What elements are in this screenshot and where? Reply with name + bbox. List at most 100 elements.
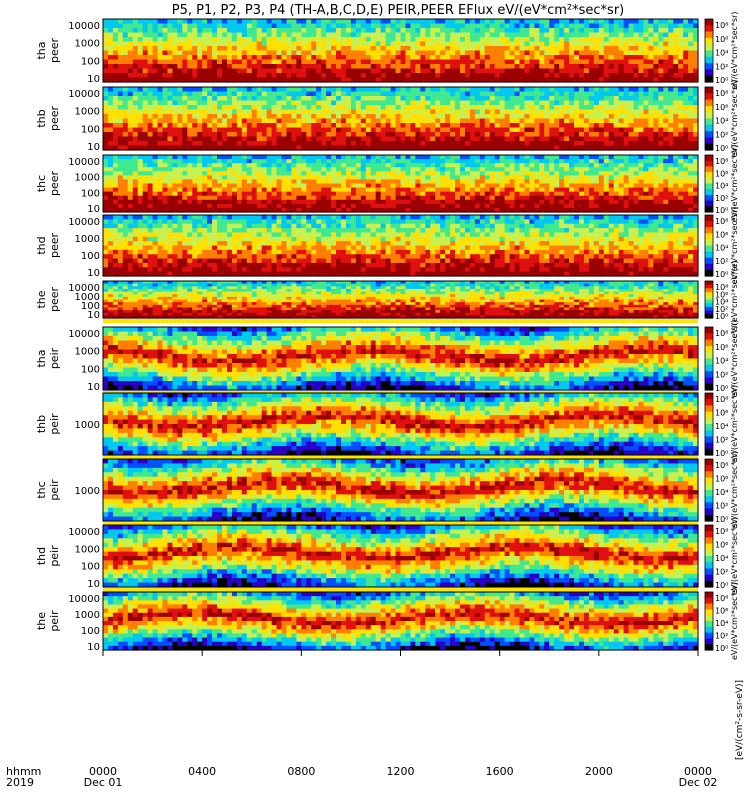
y-tick-label: 10 <box>87 642 100 653</box>
mode-bar <box>103 522 698 526</box>
colorbar-tick-label: 10⁴ <box>715 244 728 253</box>
panel-tha-peir: 10000 1000 100 10 tha peir 10⁸ 10⁶ 10⁴ 10² 10⁰ eV/(… <box>35 319 739 397</box>
colorbar-label: eV/(eV*cm²*sec*sr) <box>730 11 739 89</box>
y-tick-label: 1000 <box>75 107 100 118</box>
colorbar-label: eV/(eV*cm²*sec*sr) <box>730 319 739 397</box>
colorbar-tick-label: 10⁴ <box>715 182 728 191</box>
y-tick-label: 10000 <box>68 157 100 168</box>
panel-species-label: peir <box>48 347 61 369</box>
colorbar-tick-label: 10⁴ <box>715 619 728 628</box>
colorbar-tick-label: 10⁸ <box>715 461 728 470</box>
colorbar-tick-label: 10⁰ <box>715 206 728 215</box>
colorbar-label: eV/(eV*cm²*sec*sr) <box>730 79 739 157</box>
colorbar-label: eV/(eV*cm²*sec*sr) <box>730 260 739 338</box>
panel-frame <box>102 86 699 151</box>
panel-probe-label: the <box>35 290 48 308</box>
colorbar-tick-label: 10⁸ <box>715 527 728 536</box>
panel-probe-label: thb <box>35 109 48 127</box>
panel-species-label: peir <box>48 545 61 567</box>
y-tick-label: 10000 <box>68 527 100 538</box>
panel-probe-label: thb <box>35 415 48 433</box>
colorbar-label: eV/(eV*cm²*sec*sr) <box>730 385 739 463</box>
y-tick-label: 1000 <box>75 39 100 50</box>
y-tick-label: 100 <box>81 124 100 135</box>
mode-bar <box>103 588 698 592</box>
colorbar-tick-label: 10⁸ <box>715 395 728 404</box>
colorbar-tick-label: 10² <box>715 194 728 203</box>
y-tick-label: 1000 <box>75 486 100 497</box>
y-tick-label: 10 <box>87 310 100 321</box>
colorbar-tick-label: 10² <box>715 370 728 379</box>
y-tick-label: 100 <box>81 301 100 312</box>
panel-species-label: peer <box>48 171 61 197</box>
panel-thd-peer: 10000 1000 100 10 thd peer 10⁸ 10⁶ 10⁴ 10² 10⁰ eV/(… <box>35 206 739 284</box>
y-tick-label: 10000 <box>68 594 100 605</box>
y-tick-label: 10000 <box>68 283 100 294</box>
panel-the-peir: 10000 1000 100 10 the peir 10⁸ 10⁶ 10⁴ 10² 10⁰ eV/(… <box>35 582 739 660</box>
colorbar-tick-label: 10⁸ <box>715 594 728 603</box>
panel-species-label: peir <box>48 413 61 435</box>
panel-frame <box>102 18 699 83</box>
y-tick-label: 100 <box>81 251 100 262</box>
panel-frame <box>102 392 699 456</box>
y-tick-label: 10 <box>87 268 100 279</box>
colorbar-tick-label: 10⁰ <box>715 449 728 458</box>
panel-probe-label: thd <box>35 547 48 565</box>
colorbar-tick-label: 10² <box>715 130 728 139</box>
panel-frame <box>102 524 699 588</box>
panel-thc-peir: 1000 thc peir 10⁸ 10⁶ 10⁴ 10² 10⁰ eV/(eV*cm²*sec… <box>35 451 739 529</box>
heatmap-cells <box>103 393 699 456</box>
colorbar-tick-label: 10⁸ <box>715 157 728 166</box>
colorbar-tick-label: 10² <box>715 62 728 71</box>
colorbar-tick-label: 10⁴ <box>715 49 728 58</box>
colorbar-tick-label: 10² <box>715 568 728 577</box>
colorbar-tick-label: 10⁸ <box>715 329 728 338</box>
x-axis-label-top: hhmm <box>6 765 41 778</box>
y-tick-label: 10000 <box>68 89 100 100</box>
colorbar-tick-label: 10⁴ <box>715 554 728 563</box>
y-tick-label: 10000 <box>68 329 100 340</box>
colorbar-tick-label: 10⁰ <box>715 644 728 653</box>
y-tick-label: 1000 <box>75 292 100 303</box>
colorbar-tick-label: 10⁴ <box>715 357 728 366</box>
x-tick-time: 0000 <box>684 765 712 778</box>
colorbar-tick-label: 10⁴ <box>715 422 728 431</box>
colorbar: 10⁸ 10⁶ 10⁴ 10² 10⁰ eV/(eV*cm²*sec*sr) <box>704 144 739 223</box>
colorbar-tick-label: 10² <box>715 502 728 511</box>
colorbar-label: eV/(eV*cm²*sec*sr) <box>730 144 739 222</box>
panel-species-label: peir <box>48 610 61 632</box>
x-tick-date: Dec 02 <box>679 776 718 789</box>
x-tick-time: 1200 <box>387 765 415 778</box>
heatmap-cells <box>103 155 699 213</box>
panel-species-label: peer <box>48 287 61 313</box>
mode-bar <box>103 319 698 323</box>
y-tick-label: 1000 <box>75 420 100 431</box>
colorbar-tick-label: 10⁶ <box>715 343 728 352</box>
y-tick-label: 10 <box>87 142 100 153</box>
panel-tha-peer: 10000 1000 100 10 tha peer 10⁸ 10⁶ 10⁴ 10² 10⁰ eV/(… <box>35 11 739 89</box>
colorbar-tick-label: 10⁶ <box>715 290 728 299</box>
panel-frame <box>102 214 699 277</box>
colorbar-tick-label: 10² <box>715 632 728 641</box>
colorbar-tick-label: 10⁰ <box>715 76 728 85</box>
heatmap-cells <box>103 459 699 522</box>
colorbar-tick-label: 10⁰ <box>715 384 728 393</box>
y-tick-label: 10 <box>87 579 100 590</box>
colorbar-tick-label: 10⁸ <box>715 217 728 226</box>
panel-species-label: peer <box>48 233 61 259</box>
colorbar-tick-label: 10⁶ <box>715 169 728 178</box>
colorbar-tick-label: 10⁰ <box>715 270 728 279</box>
y-tick-label: 10 <box>87 74 100 85</box>
colorbar-label: eV/(eV*cm²*sec*sr) <box>730 582 739 660</box>
y-tick-label: 10000 <box>68 21 100 32</box>
x-tick-date: Dec 01 <box>84 776 123 789</box>
chart-title: P5, P1, P2, P3, P4 (TH-A,B,C,D,E) PEIR,P… <box>172 3 625 18</box>
